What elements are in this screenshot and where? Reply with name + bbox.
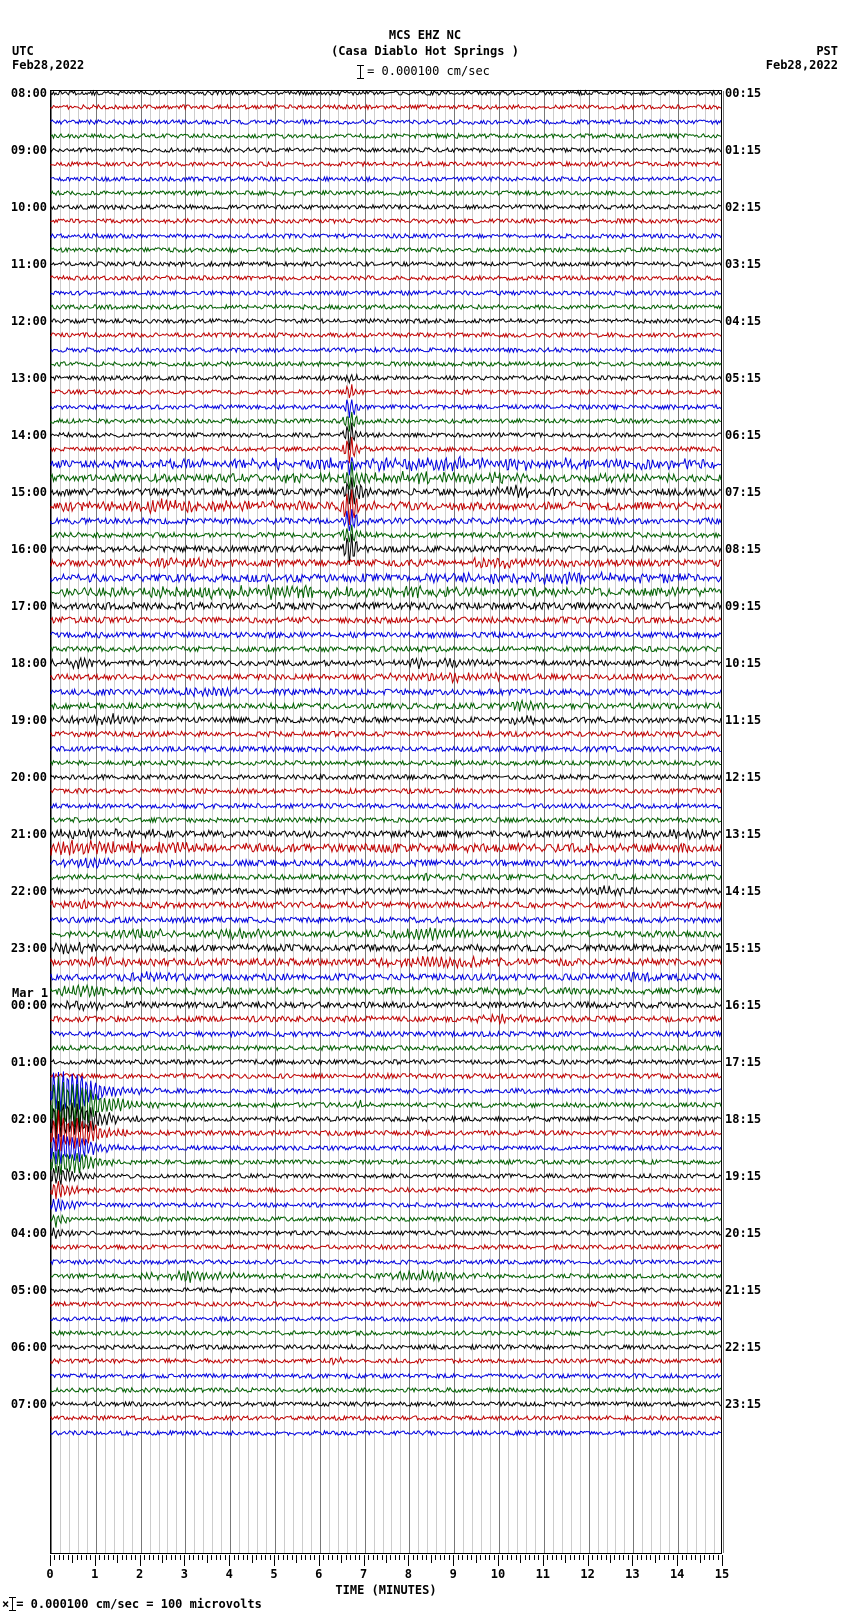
left-tz-label: UTC [12, 44, 34, 58]
pst-time-label: 21:15 [725, 1283, 761, 1297]
pst-time-label: 10:15 [725, 656, 761, 670]
x-tick-label: 15 [715, 1567, 729, 1581]
pst-time-label: 12:15 [725, 770, 761, 784]
utc-time-label: 02:00 [11, 1112, 47, 1126]
x-axis: 0123456789101112131415 TIME (MINUTES) [50, 1555, 722, 1597]
right-tz-label: PST [816, 44, 838, 58]
left-date: Feb28,2022 [12, 58, 84, 72]
x-tick-label: 2 [136, 1567, 143, 1581]
utc-time-label: 07:00 [11, 1397, 47, 1411]
pst-time-label: 03:15 [725, 257, 761, 271]
utc-time-label: 16:00 [11, 542, 47, 556]
utc-time-label: 06:00 [11, 1340, 47, 1354]
x-tick-label: 14 [670, 1567, 684, 1581]
pst-time-label: 00:15 [725, 86, 761, 100]
trace-container: 08:0000:1509:0001:1510:0002:1511:0003:15… [51, 91, 721, 1553]
x-tick-label: 6 [315, 1567, 322, 1581]
pst-time-label: 16:15 [725, 998, 761, 1012]
utc-time-label: 01:00 [11, 1055, 47, 1069]
pst-time-label: 02:15 [725, 200, 761, 214]
pst-time-label: 18:15 [725, 1112, 761, 1126]
x-ticks [50, 1555, 722, 1567]
pst-time-label: 08:15 [725, 542, 761, 556]
utc-time-label: 08:00 [11, 86, 47, 100]
x-tick-label: 10 [491, 1567, 505, 1581]
utc-time-label: 09:00 [11, 143, 47, 157]
utc-time-label: 19:00 [11, 713, 47, 727]
x-tick-label: 0 [46, 1567, 53, 1581]
station-name: (Casa Diablo Hot Springs ) [0, 44, 850, 58]
pst-time-label: 01:15 [725, 143, 761, 157]
utc-time-label: 22:00 [11, 884, 47, 898]
pst-time-label: 13:15 [725, 827, 761, 841]
utc-time-label: 10:00 [11, 200, 47, 214]
pst-time-label: 17:15 [725, 1055, 761, 1069]
footer-scale: × = 0.000100 cm/sec = 100 microvolts [2, 1597, 262, 1612]
pst-time-label: 22:15 [725, 1340, 761, 1354]
x-axis-title: TIME (MINUTES) [50, 1583, 722, 1597]
scale-bar-icon [12, 1597, 13, 1611]
pst-time-label: 19:15 [725, 1169, 761, 1183]
pst-time-label: 20:15 [725, 1226, 761, 1240]
x-tick-label: 9 [450, 1567, 457, 1581]
x-tick-label: 8 [405, 1567, 412, 1581]
pst-time-label: 11:15 [725, 713, 761, 727]
pst-time-label: 07:15 [725, 485, 761, 499]
pst-time-label: 14:15 [725, 884, 761, 898]
chart-header: MCS EHZ NC (Casa Diablo Hot Springs ) = … [0, 28, 850, 79]
utc-time-label: 05:00 [11, 1283, 47, 1297]
utc-time-label: 20:00 [11, 770, 47, 784]
mid-date-label: Mar 1 [12, 986, 48, 1000]
utc-time-label: 03:00 [11, 1169, 47, 1183]
x-tick-label: 1 [91, 1567, 98, 1581]
x-tick-label: 11 [536, 1567, 550, 1581]
pst-time-label: 05:15 [725, 371, 761, 385]
utc-time-label: 04:00 [11, 1226, 47, 1240]
pst-time-label: 04:15 [725, 314, 761, 328]
pst-time-label: 09:15 [725, 599, 761, 613]
x-tick-label: 4 [226, 1567, 233, 1581]
pst-time-label: 23:15 [725, 1397, 761, 1411]
utc-time-label: 21:00 [11, 827, 47, 841]
utc-time-label: 12:00 [11, 314, 47, 328]
utc-time-label: 00:00 [11, 998, 47, 1012]
utc-time-label: 17:00 [11, 599, 47, 613]
seismogram-page: MCS EHZ NC (Casa Diablo Hot Springs ) = … [0, 0, 850, 1613]
utc-time-label: 13:00 [11, 371, 47, 385]
utc-time-label: 23:00 [11, 941, 47, 955]
pst-time-label: 15:15 [725, 941, 761, 955]
utc-time-label: 14:00 [11, 428, 47, 442]
utc-time-label: 15:00 [11, 485, 47, 499]
right-date: Feb28,2022 [766, 58, 838, 72]
station-code: MCS EHZ NC [0, 28, 850, 42]
x-tick-label: 5 [270, 1567, 277, 1581]
seismogram-plot: 08:0000:1509:0001:1510:0002:1511:0003:15… [50, 90, 722, 1554]
x-tick-label: 12 [580, 1567, 594, 1581]
utc-time-label: 18:00 [11, 656, 47, 670]
x-tick-label: 13 [625, 1567, 639, 1581]
footer-text: = 0.000100 cm/sec = 100 microvolts [16, 1597, 262, 1611]
x-tick-label: 3 [181, 1567, 188, 1581]
footer-prefix: × [2, 1597, 9, 1611]
utc-time-label: 11:00 [11, 257, 47, 271]
x-labels: 0123456789101112131415 [50, 1567, 722, 1581]
pst-time-label: 06:15 [725, 428, 761, 442]
x-tick-label: 7 [360, 1567, 367, 1581]
